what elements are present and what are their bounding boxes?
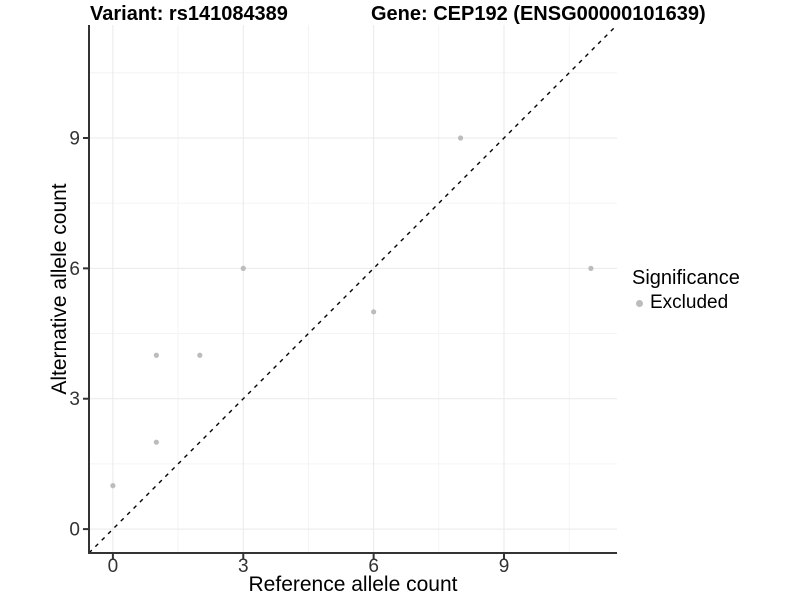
x-axis-title: Reference allele count	[248, 573, 458, 596]
y-tick-label: 6	[69, 259, 80, 280]
data-point	[457, 135, 464, 141]
legend-point-icon	[636, 299, 643, 307]
variant-title: Variant: rs141084389	[90, 3, 288, 25]
data-point	[588, 265, 594, 271]
legend: Significance Excluded	[632, 267, 740, 314]
x-tick-label: 3	[238, 556, 249, 577]
grid-major	[89, 25, 617, 553]
x-tick-label: 9	[499, 556, 510, 577]
grid-minor	[89, 25, 617, 553]
gene-title: Gene: CEP192 (ENSG00000101639)	[371, 3, 706, 25]
x-tick-labels: 0 3 6 9	[108, 556, 510, 577]
legend-item-label: Excluded	[650, 292, 729, 313]
legend-item-excluded: Excluded	[636, 292, 740, 314]
y-axis-title: Alternative allele count	[48, 183, 71, 395]
y-tick-labels: 0 3 6 9	[69, 128, 80, 540]
axis-ticks	[83, 136, 506, 559]
data-point	[153, 352, 159, 358]
y-tick-label: 3	[69, 389, 80, 410]
data-points-excluded	[110, 135, 594, 489]
data-point	[153, 439, 159, 445]
y-tick-label: 9	[69, 128, 80, 149]
legend-title: Significance	[632, 267, 740, 289]
x-tick-label: 0	[108, 556, 119, 577]
data-point	[197, 352, 203, 358]
x-tick-label: 6	[368, 556, 379, 577]
identity-line	[88, 24, 618, 554]
data-point	[240, 265, 246, 271]
axis-lines	[88, 25, 617, 554]
data-point	[110, 483, 116, 489]
data-point	[371, 309, 377, 315]
y-tick-label: 0	[69, 520, 80, 541]
